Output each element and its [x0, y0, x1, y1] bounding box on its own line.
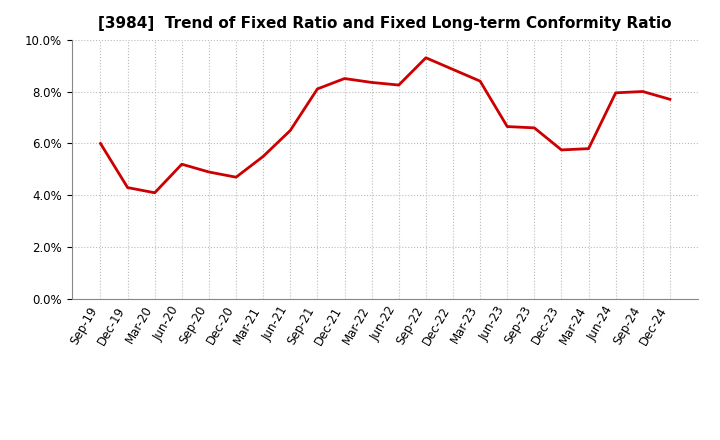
Fixed Long-term Conformity Ratio — [611, 90, 620, 95]
Fixed Long-term Conformity Ratio — [530, 125, 539, 131]
Fixed Long-term Conformity Ratio — [476, 78, 485, 84]
Line: Fixed Long-term Conformity Ratio: Fixed Long-term Conformity Ratio — [101, 58, 670, 193]
Fixed Long-term Conformity Ratio — [421, 55, 430, 60]
Fixed Long-term Conformity Ratio — [639, 89, 647, 94]
Fixed Long-term Conformity Ratio — [557, 147, 566, 153]
Fixed Long-term Conformity Ratio — [665, 97, 674, 102]
Fixed Long-term Conformity Ratio — [395, 82, 403, 88]
Fixed Long-term Conformity Ratio — [367, 80, 376, 85]
Fixed Long-term Conformity Ratio — [204, 169, 213, 175]
Fixed Long-term Conformity Ratio — [313, 86, 322, 92]
Fixed Long-term Conformity Ratio — [96, 141, 105, 146]
Fixed Long-term Conformity Ratio — [449, 67, 457, 72]
Fixed Long-term Conformity Ratio — [503, 124, 511, 129]
Fixed Long-term Conformity Ratio — [123, 185, 132, 190]
Fixed Long-term Conformity Ratio — [232, 175, 240, 180]
Fixed Long-term Conformity Ratio — [584, 146, 593, 151]
Fixed Long-term Conformity Ratio — [150, 190, 159, 195]
Fixed Long-term Conformity Ratio — [178, 161, 186, 167]
Fixed Long-term Conformity Ratio — [341, 76, 349, 81]
Fixed Long-term Conformity Ratio — [259, 154, 268, 159]
Fixed Long-term Conformity Ratio — [286, 128, 294, 133]
Title: [3984]  Trend of Fixed Ratio and Fixed Long-term Conformity Ratio: [3984] Trend of Fixed Ratio and Fixed Lo… — [99, 16, 672, 32]
